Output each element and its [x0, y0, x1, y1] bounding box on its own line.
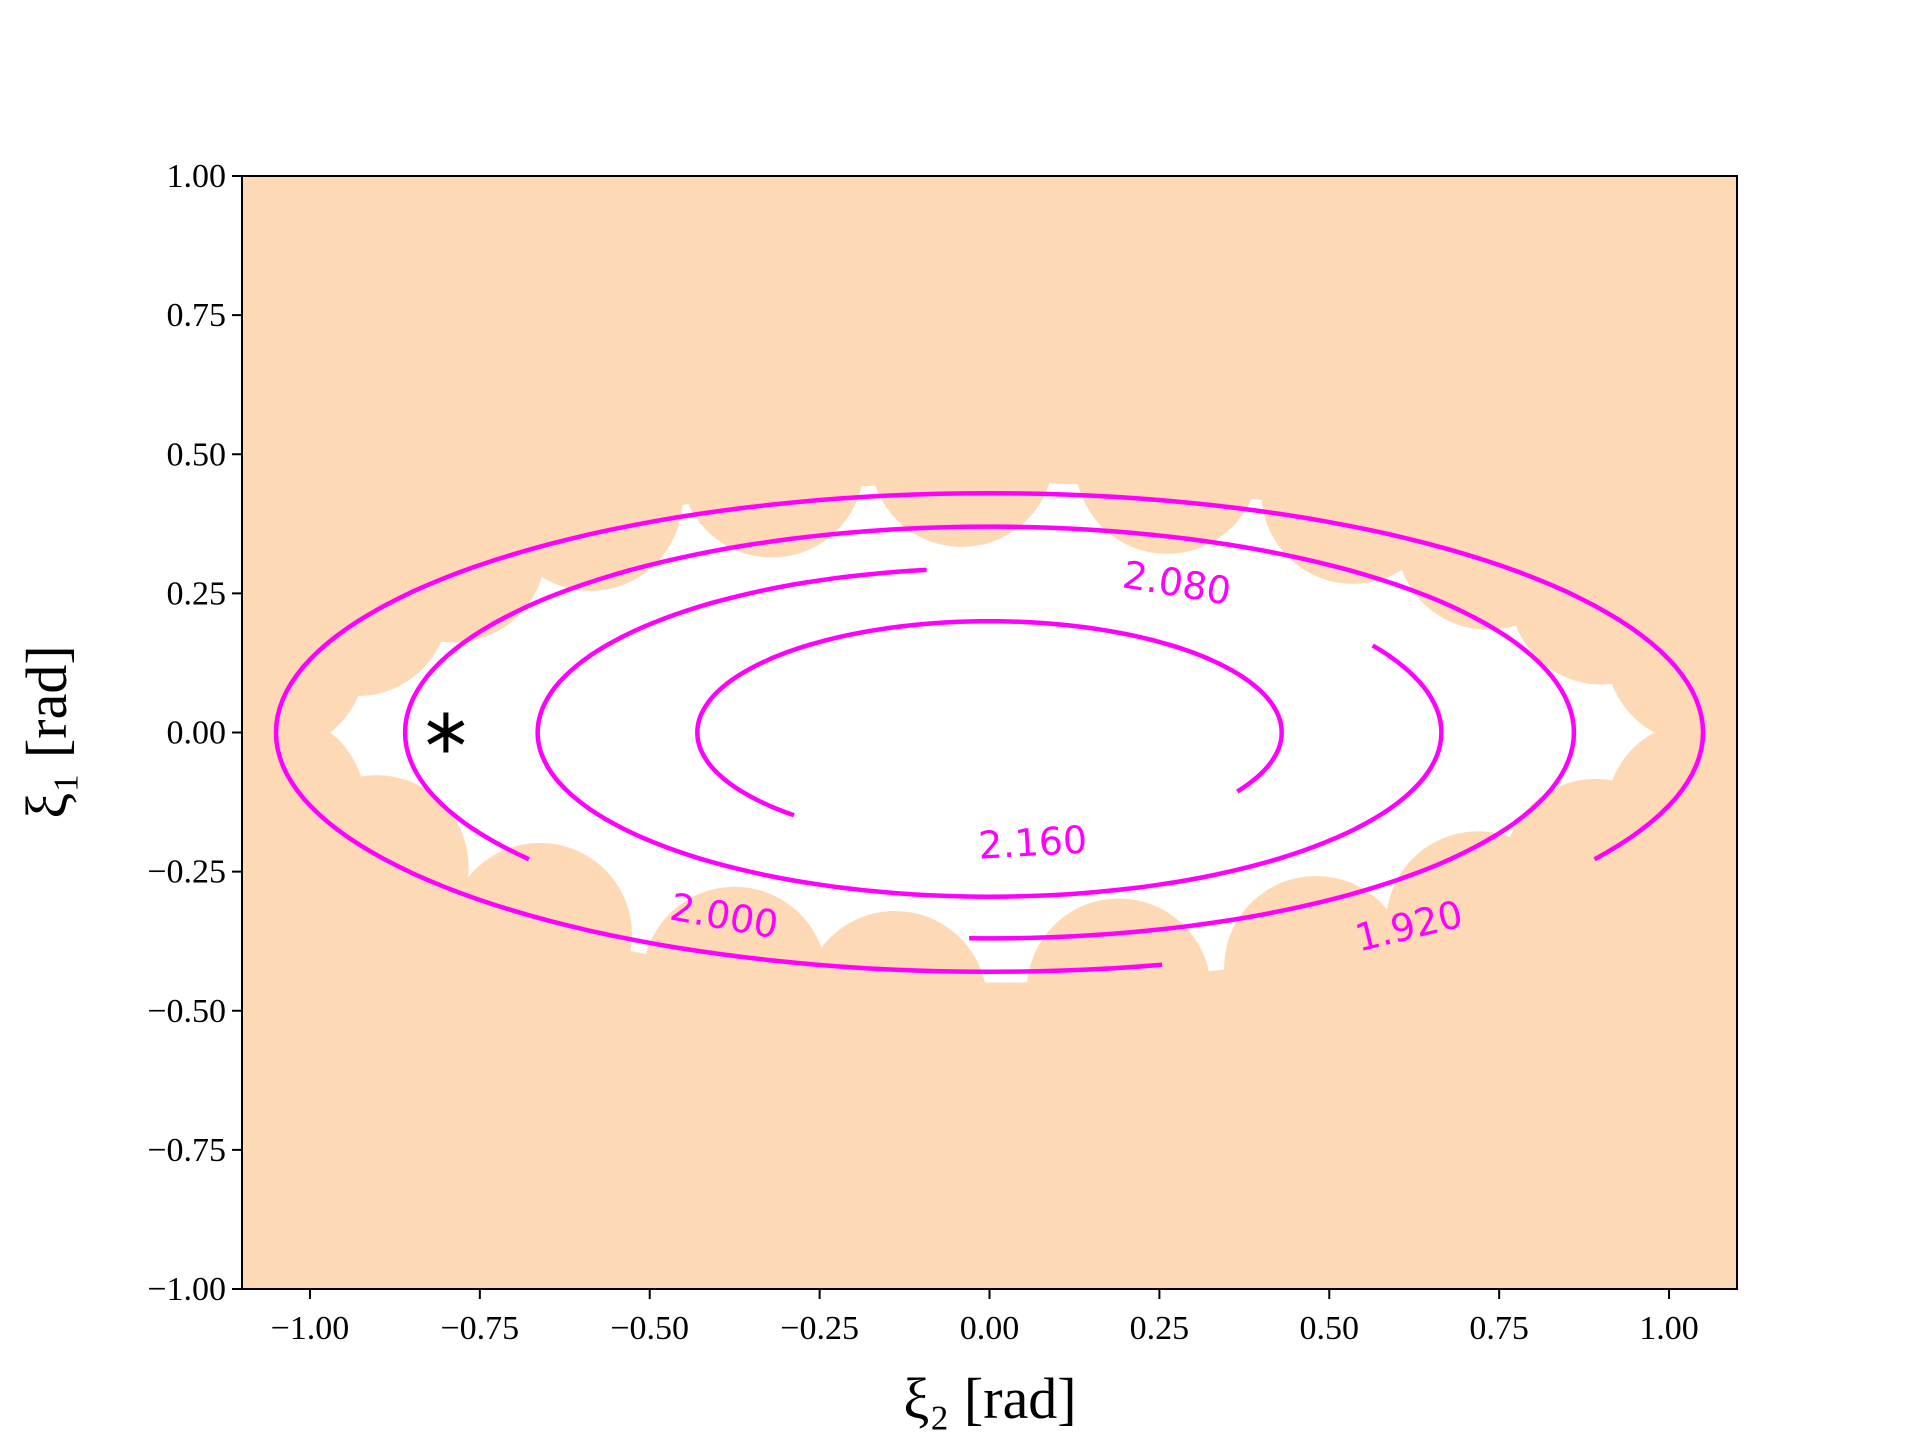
y-tick-label: −1.00: [147, 1271, 226, 1308]
x-tick-label: 1.00: [1639, 1310, 1699, 1347]
contour-line: [695, 618, 1284, 818]
infeasible-scallop: [869, 362, 1054, 547]
x-tick-label: 0.75: [1469, 1310, 1529, 1347]
x-tick-label: 0.00: [960, 1310, 1020, 1347]
contour-line: [402, 524, 1577, 941]
y-tick-label: −0.25: [147, 854, 226, 891]
infeasible-scallop: [803, 910, 988, 1095]
infeasible-scallop: [1224, 875, 1409, 1060]
x-tick-label: 0.25: [1130, 1310, 1190, 1347]
optimum-marker: [427, 712, 465, 753]
infeasible-scallop: [679, 373, 864, 558]
y-tick-label: 0.00: [167, 715, 227, 752]
feasible-region: [249, 482, 1730, 983]
contour-label: 2.160: [977, 818, 1088, 868]
infeasible-scallop: [242, 712, 366, 897]
y-tick-label: 0.50: [167, 436, 227, 473]
x-tick-label: 0.50: [1300, 1310, 1360, 1347]
x-axis-label: ξ₂ [rad]: [903, 1366, 1076, 1431]
infeasible-scallop: [1026, 898, 1211, 1083]
infeasible-scallop: [1075, 369, 1260, 554]
y-tick-label: −0.75: [147, 1132, 226, 1169]
y-tick-label: −0.50: [147, 993, 226, 1030]
contour-line: [273, 490, 1706, 975]
x-tick-label: −0.50: [610, 1310, 689, 1347]
x-tick-label: −0.25: [780, 1310, 859, 1347]
contour-line: [535, 567, 1444, 899]
y-axis-label: ξ₁ [rad]: [14, 645, 79, 818]
y-tick-label: 0.75: [167, 297, 227, 334]
y-tick-label: 0.25: [167, 575, 227, 612]
infeasible-scallop: [448, 842, 633, 1027]
infeasible-scallop: [1606, 721, 1737, 906]
infeasible-scallop: [242, 568, 366, 753]
x-tick-label: −0.75: [440, 1310, 519, 1347]
x-tick-label: −1.00: [271, 1310, 350, 1347]
infeasible-scallop: [642, 886, 827, 1071]
y-tick-label: 1.00: [167, 158, 227, 195]
